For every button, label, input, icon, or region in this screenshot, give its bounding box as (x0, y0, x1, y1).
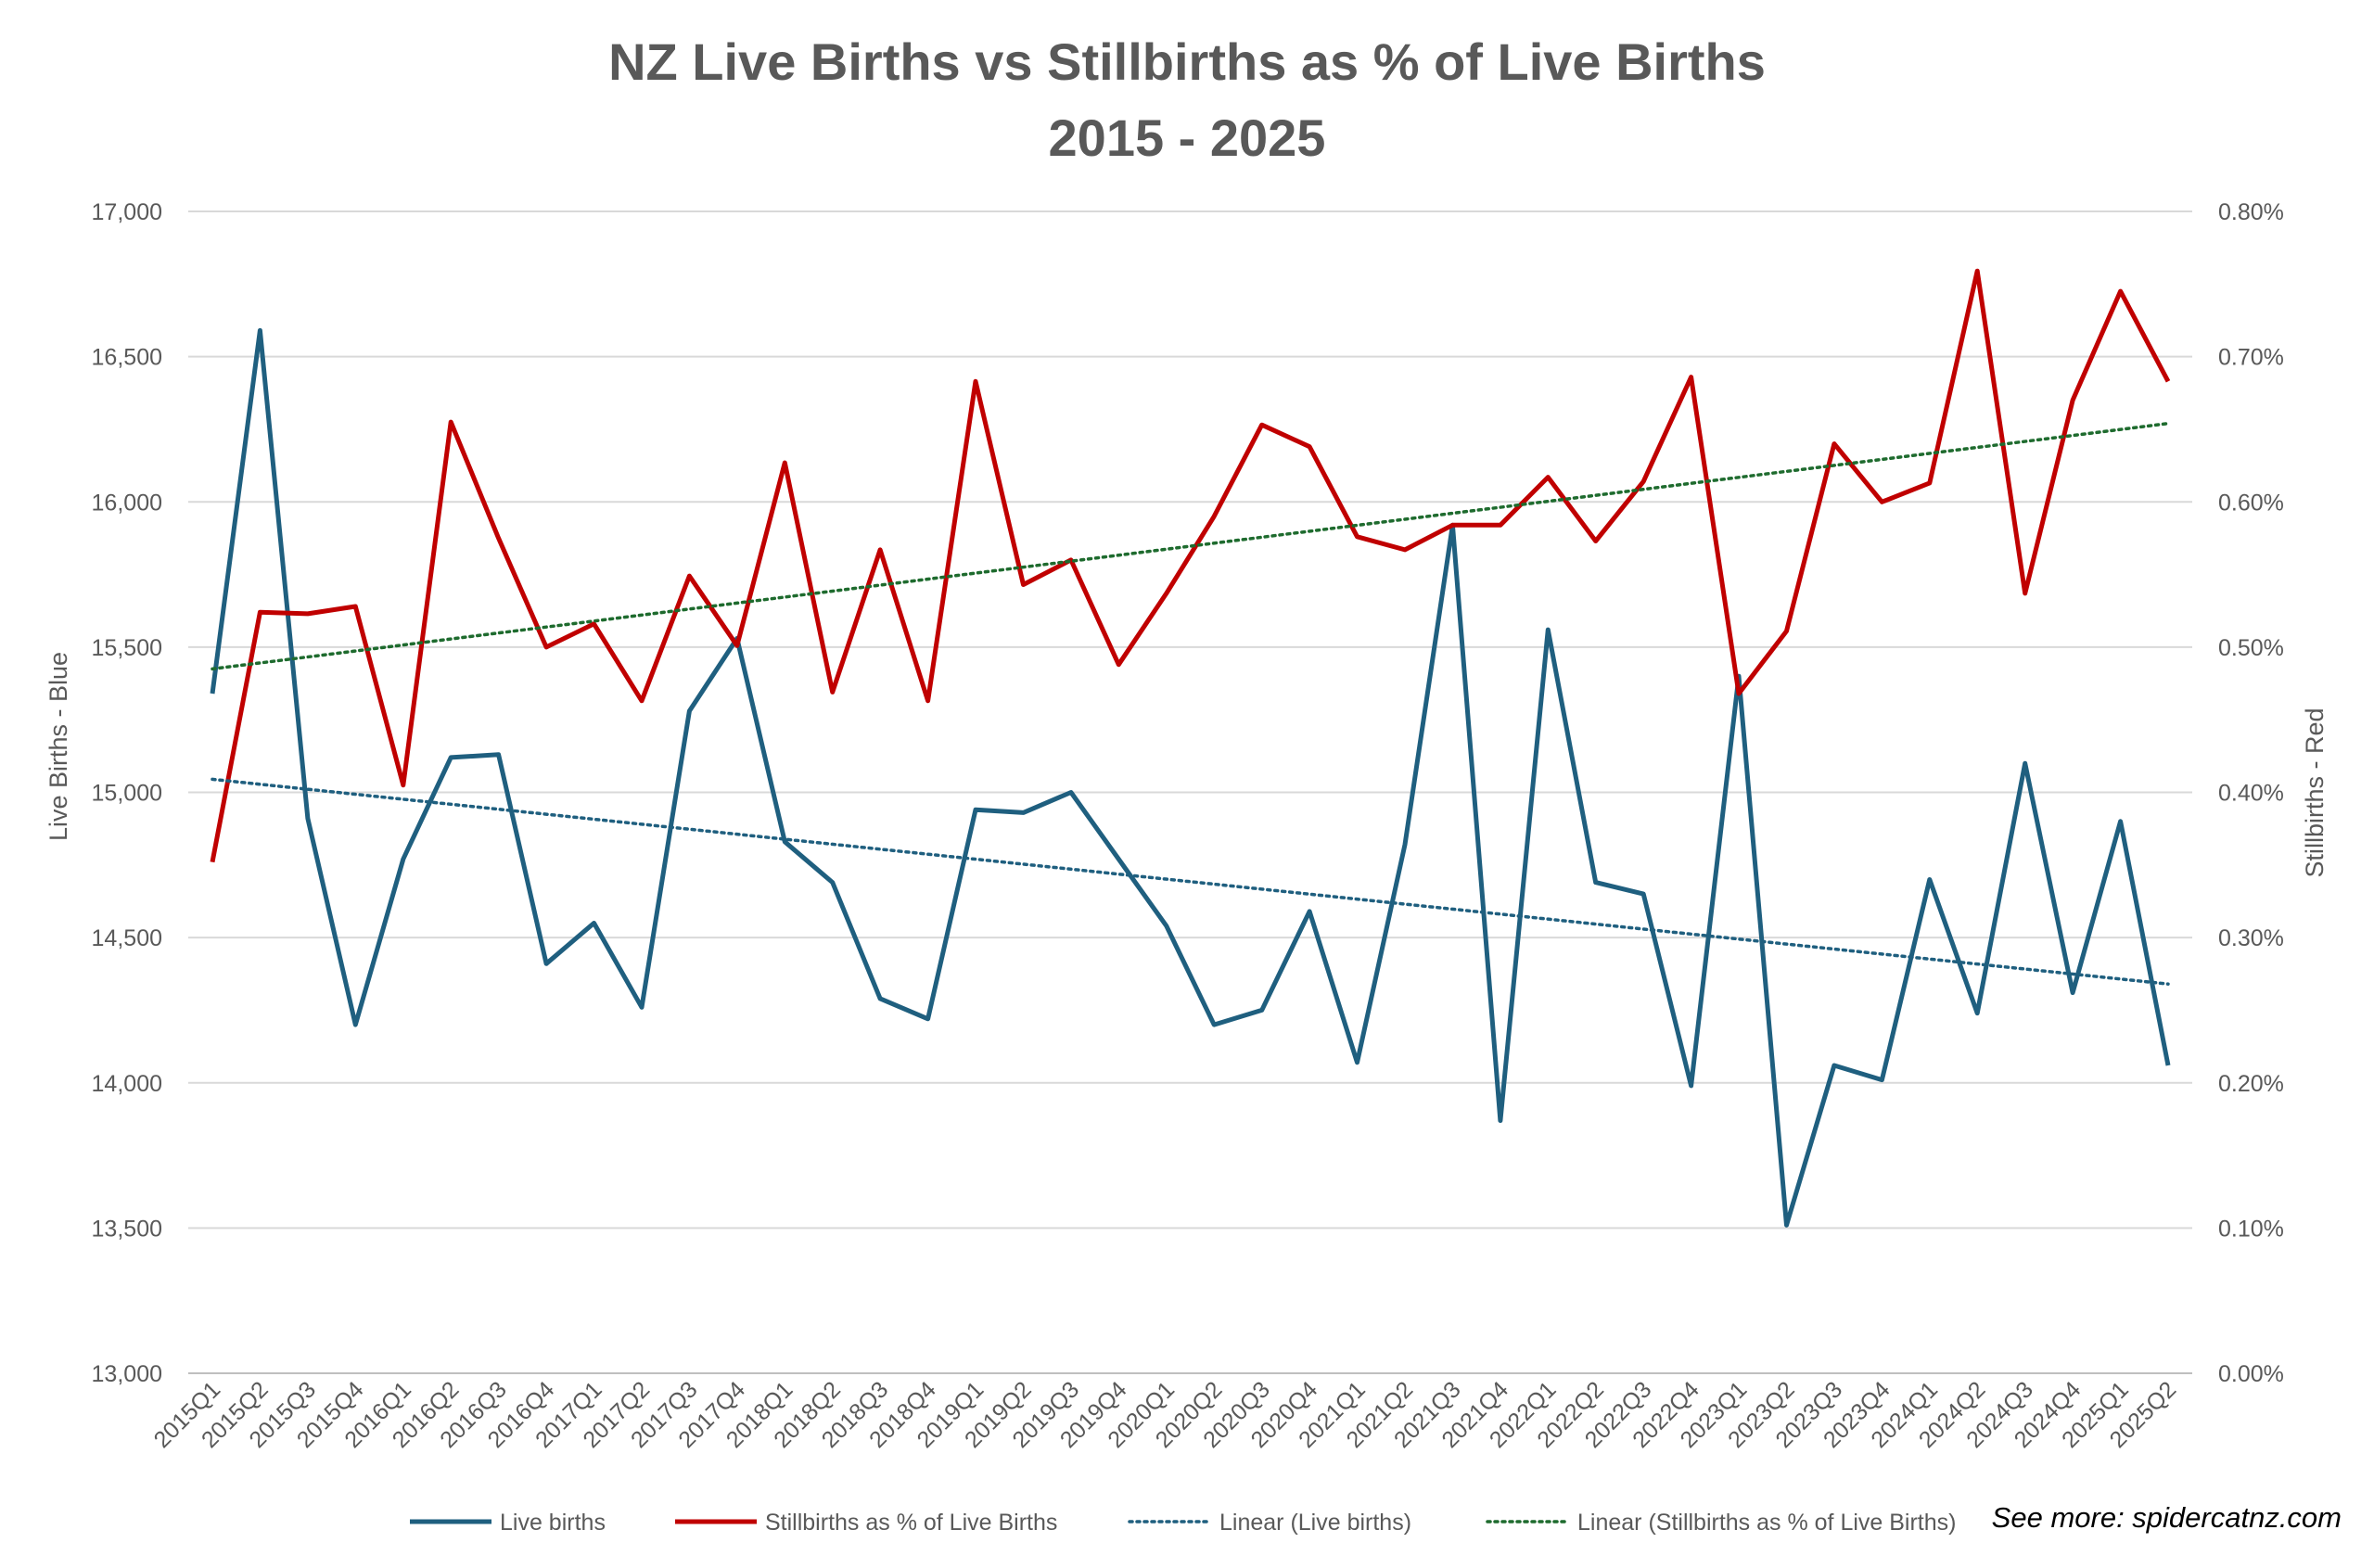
series-layer (210, 268, 2171, 1228)
legend-label-2: Stillbirths as % of Live Births (765, 1510, 1057, 1536)
y-axis-left-ticks: 13,000 13,500 14,000 14,500 15,000 15,500 16,0… (92, 199, 162, 1387)
y2-tick-label: 0.40% (2218, 781, 2284, 807)
y2-tick-label: 0.20% (2218, 1071, 2284, 1097)
credit-annotation: See more: spidercatnz.com (1992, 1501, 2342, 1534)
y2-tick-label: 0.30% (2218, 925, 2284, 951)
y2-tick-label: 0.10% (2218, 1216, 2284, 1242)
y-axis-right-ticks: 0.00% 0.10% 0.20% 0.30% 0.40% 0.50% 0.60% 0.70%… (2218, 199, 2284, 1387)
y-tick-label: 15,500 (92, 635, 162, 661)
y2-tick-label: 0.80% (2218, 199, 2284, 225)
y-axis-left-title: Live Births - Blue (45, 652, 72, 841)
series-line-2 (210, 268, 2171, 863)
legend-label-4: Linear (Stillbirths as % of Live Births) (1577, 1510, 1956, 1536)
series-line-1 (210, 327, 2171, 1228)
gridlines (188, 210, 2192, 1374)
y-tick-label: 14,500 (92, 925, 162, 951)
y2-tick-label: 0.60% (2218, 490, 2284, 516)
y-tick-label: 15,000 (92, 781, 162, 807)
chart-subtitle: 2015 - 2025 (1049, 108, 1326, 167)
y2-tick-label: 0.70% (2218, 345, 2284, 371)
y-tick-label: 13,000 (92, 1361, 162, 1387)
legend-label-1: Live births (500, 1510, 606, 1536)
y2-tick-label: 0.50% (2218, 635, 2284, 661)
y-tick-label: 17,000 (92, 199, 162, 225)
legend-label-3: Linear (Live births) (1219, 1510, 1411, 1536)
series-line-4 (211, 421, 2170, 671)
y-tick-label: 16,000 (92, 490, 162, 516)
series-line-3 (211, 777, 2170, 986)
y-tick-label: 16,500 (92, 345, 162, 371)
y-tick-label: 13,500 (92, 1216, 162, 1242)
legend: Live births Stillbirths as % of Live Birt… (410, 1510, 1956, 1536)
y2-tick-label: 0.00% (2218, 1361, 2284, 1387)
y-tick-label: 14,000 (92, 1071, 162, 1097)
y-axis-right-title: Stillbirths - Red (2301, 708, 2329, 877)
chart-title: NZ Live Births vs Stillbirths as % of Li… (608, 32, 1766, 91)
x-axis-ticks: 2015Q12015Q22015Q32015Q42016Q12016Q22016… (149, 1376, 2182, 1453)
